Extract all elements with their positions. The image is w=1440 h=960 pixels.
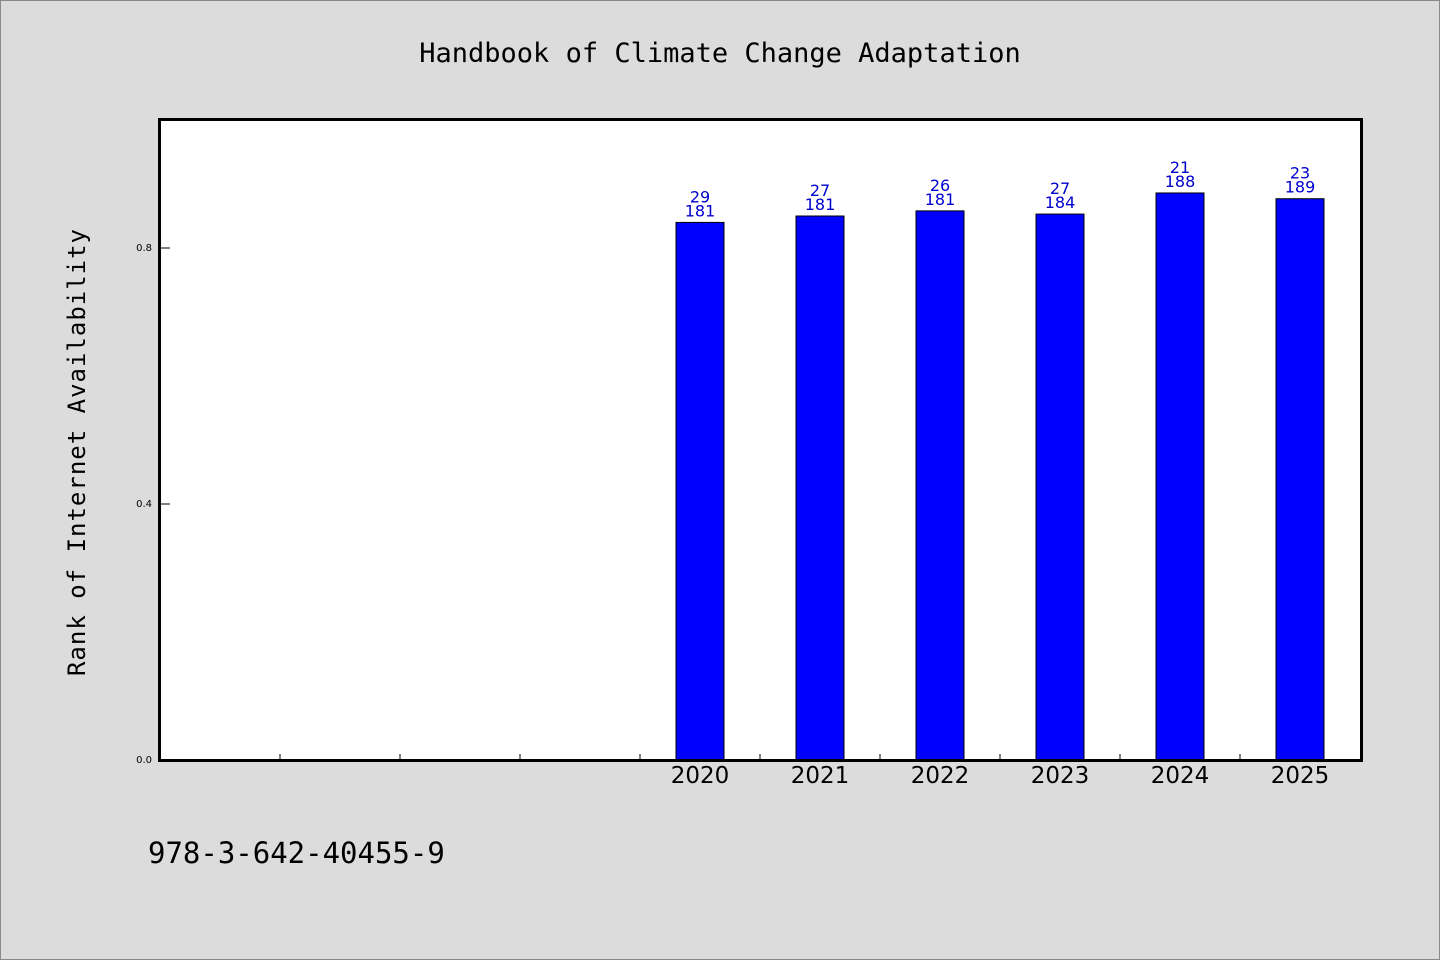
- bar-2025: [1275, 198, 1325, 761]
- bar-2024: [1155, 192, 1205, 761]
- bar-label-top: 23: [1290, 164, 1310, 183]
- bar-label-bottom: 181: [805, 195, 836, 214]
- bar-label-bottom: 181: [685, 201, 716, 220]
- bar-2020: [675, 221, 725, 761]
- x-tick-label: 2024: [1151, 763, 1210, 789]
- bar-2023: [1035, 213, 1085, 761]
- x-tick-label: 2023: [1031, 763, 1090, 789]
- chart-title: Handbook of Climate Change Adaptation: [419, 38, 1020, 69]
- bar-2021: [795, 215, 845, 761]
- bar-label-top: 27: [1050, 179, 1070, 198]
- isbn-footer: 978-3-642-40455-9: [148, 836, 445, 870]
- y-tick-label: 0.0: [136, 755, 152, 766]
- bar-label-bottom: 181: [925, 190, 956, 209]
- y-axis-label: Rank of Internet Availability: [63, 228, 91, 676]
- bar-label-top: 21: [1170, 158, 1190, 177]
- x-tick-label: 2021: [791, 763, 850, 789]
- x-tick-label: 2022: [911, 763, 970, 789]
- bar-2022: [915, 210, 965, 761]
- plot-border: [158, 118, 1363, 762]
- x-tick-label: 2025: [1271, 763, 1330, 789]
- y-tick-label: 0.8: [136, 243, 152, 254]
- bar-label-top: 27: [810, 181, 830, 200]
- x-tick-label: 2020: [671, 763, 730, 789]
- bar-label-top: 26: [930, 176, 950, 195]
- bar-label-bottom: 188: [1165, 172, 1196, 191]
- bar-label-top: 29: [690, 187, 710, 206]
- y-tick-label: 0.4: [136, 499, 152, 510]
- bar-label-bottom: 184: [1045, 193, 1076, 212]
- bar-label-bottom: 189: [1285, 178, 1316, 197]
- x-ticks-group: 2020 2021 2022 2023 2024 2025: [279, 754, 1330, 789]
